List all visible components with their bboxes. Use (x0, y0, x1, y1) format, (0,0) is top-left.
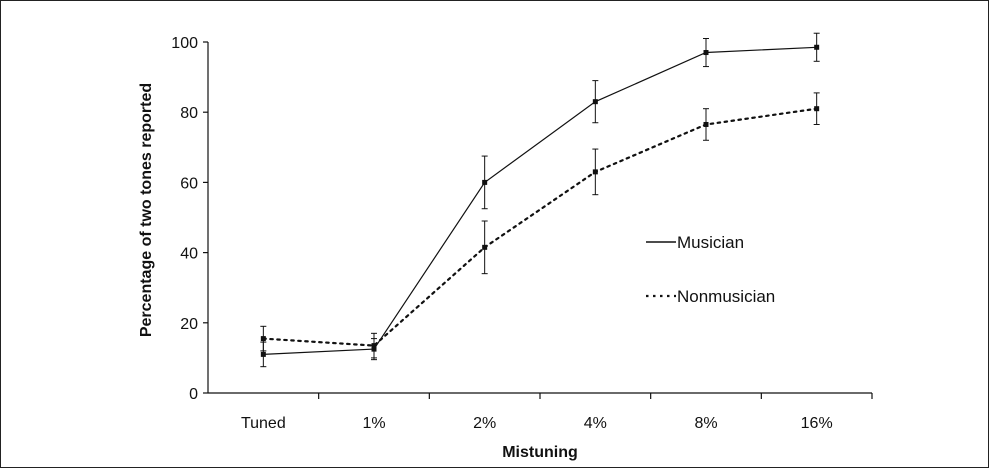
y-axis-title: Percentage of two tones reported (138, 83, 155, 337)
y-tick-label: 80 (180, 105, 198, 122)
series-line (262, 107, 818, 347)
legend-nonmusician-label: Nonmusician (677, 287, 775, 306)
series-layer (260, 32, 820, 368)
data-point (260, 336, 266, 342)
x-tick-label: 16% (801, 415, 833, 432)
data-point (814, 44, 820, 50)
x-tick-label: Tuned (241, 415, 286, 432)
x-tick-label: 1% (362, 415, 385, 432)
data-point (482, 244, 488, 250)
y-tick-label: 20 (180, 316, 198, 333)
series-nonmusician (260, 92, 820, 359)
data-point (703, 121, 709, 127)
x-tick-label: 4% (584, 415, 607, 432)
data-point (260, 351, 266, 357)
legend-musician-label: Musician (677, 233, 744, 252)
legend: Musician Nonmusician (646, 233, 775, 306)
series-musician (260, 32, 820, 368)
x-tick-label: 8% (694, 415, 717, 432)
y-ticks: 0 20 40 60 80 100 (171, 35, 208, 403)
x-ticks: Tuned 1% 2% 4% 8% 16% (241, 393, 873, 432)
x-tick-label: 2% (473, 415, 496, 432)
data-point (592, 169, 598, 175)
data-point (371, 343, 377, 349)
data-point (592, 99, 598, 105)
y-tick-label: 60 (180, 175, 198, 192)
data-point (814, 106, 820, 112)
series-line (263, 46, 817, 355)
y-tick-label: 100 (171, 35, 198, 52)
data-point (703, 50, 709, 56)
y-tick-label: 40 (180, 246, 198, 263)
x-axis-title: Mistuning (502, 444, 578, 461)
y-tick-label: 0 (189, 386, 198, 403)
data-point (482, 179, 488, 185)
